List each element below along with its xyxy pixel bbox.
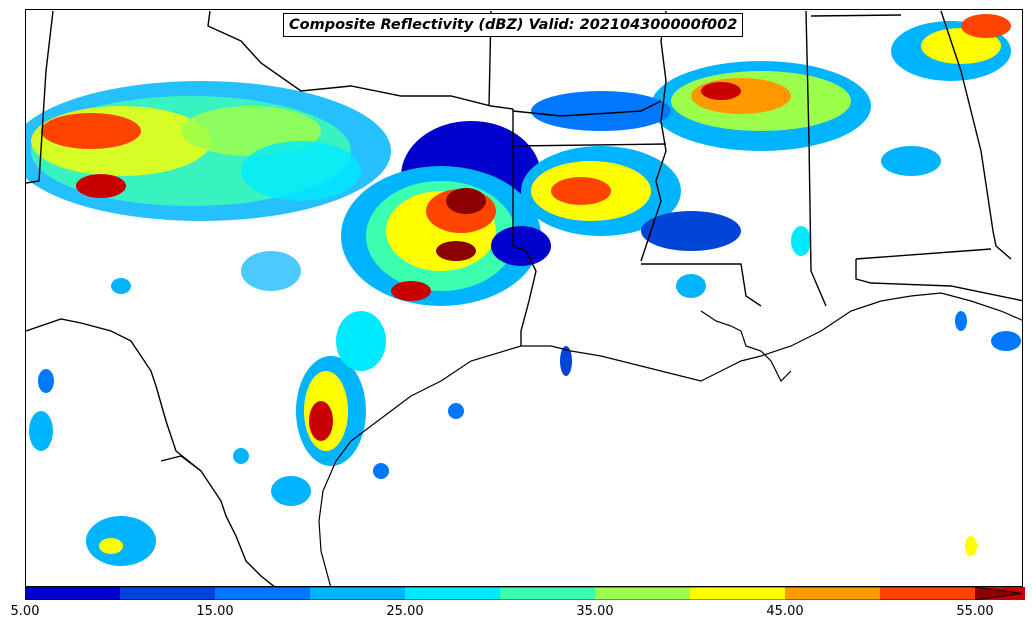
colorbar-segment [690,587,786,600]
radar-echoes [26,14,1021,566]
echo-scattered-cells [29,146,1021,556]
colorbar-segment [405,587,501,600]
colorbar-segment [500,587,596,600]
echo-band-east [521,14,1011,251]
coastline [318,292,1022,586]
colorbar-segment [215,587,311,600]
colorbar-segment [880,587,976,600]
colorbar-outline [25,587,1024,600]
colorbar-extend-triangle [975,587,1023,600]
echo-cluster-central [341,121,551,306]
colorbar-segment [595,587,691,600]
radar-map [25,9,1023,587]
colorbar-segment [785,587,881,600]
map-title: Composite Reflectivity (dBZ) Valid: 2021… [283,13,744,37]
colorbar-tick-label: 25.00 [386,604,424,619]
colorbar-segment [120,587,216,600]
echo-line-south [86,311,386,566]
colorbar [25,587,1025,600]
colorbar-tick-label: 5.00 [10,604,40,619]
reflectivity-map-canvas [26,10,1022,586]
colorbar-tick-label: 45.00 [766,604,804,619]
colorbar-tick-label: 35.00 [576,604,614,619]
state-boundaries [26,10,1022,586]
colorbar-segment [310,587,406,600]
colorbar-tick-label: 55.00 [956,604,994,619]
echo-band-northwest [26,81,391,221]
colorbar-tick-label: 15.00 [196,604,234,619]
colorbar-segment [25,587,121,600]
